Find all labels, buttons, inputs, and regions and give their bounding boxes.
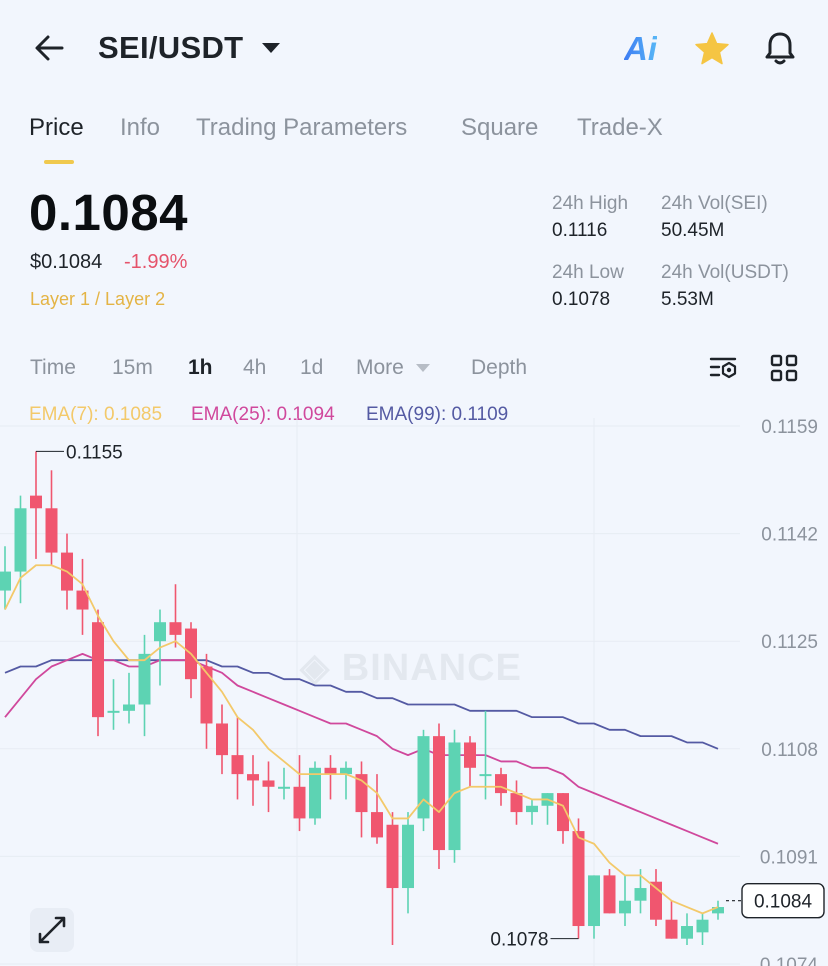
candle-body: [433, 736, 445, 851]
candle-body: [402, 824, 414, 889]
candle-body: [386, 824, 399, 889]
interval-1d[interactable]: 1d: [300, 356, 324, 379]
layout-grid-icon[interactable]: [768, 352, 800, 384]
candle-body: [30, 495, 42, 509]
candle-body: [510, 793, 523, 813]
depth-tab[interactable]: Depth: [471, 356, 528, 379]
candle-body: [92, 622, 104, 718]
last-price-box: [741, 883, 825, 919]
y-axis-tick-label: 0.1108: [761, 740, 818, 761]
candle-body: [309, 767, 321, 819]
candle-body: [448, 742, 461, 851]
candle-body: [495, 774, 507, 794]
binance-watermark: ◈ BINANCE: [300, 647, 522, 689]
tab-trade-x[interactable]: Trade-X: [577, 114, 663, 141]
candle-body: [278, 786, 290, 789]
candle-body: [123, 704, 135, 711]
candle-body: [14, 508, 27, 572]
bell-icon[interactable]: [760, 28, 800, 68]
tab-square[interactable]: Square: [461, 114, 539, 141]
candle-body: [464, 742, 476, 768]
y-axis-tick-label: 0.1125: [761, 632, 818, 653]
vol-quote-label: 24h Vol(USDT): [661, 262, 789, 283]
candle-body: [216, 723, 228, 756]
candle-body: [479, 774, 492, 777]
active-tab-indicator: [44, 160, 74, 164]
low-marker-label: 0.1078: [490, 930, 548, 951]
high-marker-label: 0.1155: [66, 442, 123, 463]
pair-title[interactable]: SEI/USDT: [98, 30, 244, 65]
candle-body: [588, 875, 600, 927]
candle-body: [231, 755, 244, 775]
usd-price: $0.1084: [30, 251, 103, 273]
candle-body: [619, 900, 631, 914]
watermark-text: BINANCE: [341, 647, 522, 689]
candle-body: [169, 622, 182, 635]
candle-body: [557, 793, 569, 832]
candlestick-chart[interactable]: 0.1155 0.1078 0.1084 0.1159 0.1142 0.1125 0.1…: [0, 418, 828, 966]
tab-price[interactable]: Price: [29, 114, 84, 141]
ema7-line: [4, 564, 719, 915]
ai-icon[interactable]: Ai: [624, 30, 657, 68]
category-tag[interactable]: Layer 1 / Layer 2: [30, 289, 166, 309]
interval-1h[interactable]: 1h: [188, 356, 213, 379]
last-price-label: 0.1084: [754, 892, 813, 913]
ema99-legend: EMA(99): 0.1109: [366, 404, 509, 425]
candle-body: [696, 919, 709, 933]
chart-settings-icon[interactable]: [708, 352, 740, 384]
high-value: 0.1116: [552, 220, 608, 241]
y-axis-tick-label: 0.1142: [761, 525, 818, 546]
candle-body: [526, 805, 538, 813]
ema25-legend: EMA(25): 0.1094: [191, 404, 335, 425]
interval-more[interactable]: More: [356, 356, 404, 379]
candle-body: [324, 767, 337, 775]
ema25-line: [4, 652, 719, 845]
vol-base-label: 24h Vol(SEI): [661, 193, 768, 214]
candle-body: [417, 736, 430, 819]
candle-body: [371, 812, 383, 838]
high-label: 24h High: [552, 193, 629, 214]
candle-body: [0, 571, 11, 591]
price-change-percent: -1.99%: [124, 251, 188, 273]
candle-body: [76, 590, 89, 610]
last-price: 0.1084: [29, 184, 188, 241]
candle-body: [293, 786, 306, 819]
candle-body: [200, 666, 213, 724]
candle-body: [634, 888, 647, 901]
more-dropdown-icon[interactable]: [416, 364, 430, 372]
candle-body: [154, 622, 166, 642]
y-axis-tick-label: 0.1159: [761, 418, 818, 438]
pair-dropdown-icon[interactable]: [262, 43, 280, 53]
vol-base-value: 50.45M: [661, 220, 725, 241]
candle-body: [572, 831, 585, 927]
chart-grid: [0, 418, 740, 966]
interval-15m[interactable]: 15m: [112, 356, 153, 379]
y-axis-tick-label: 0.1091: [760, 847, 818, 868]
candle-body: [681, 926, 693, 939]
ai-label: Ai: [624, 30, 657, 67]
tab-info[interactable]: Info: [120, 114, 161, 141]
ema7-legend: EMA(7): 0.1085: [29, 404, 163, 425]
interval-time[interactable]: Time: [30, 356, 76, 379]
tab-trading-parameters[interactable]: Trading Parameters: [196, 114, 408, 141]
expand-chart-icon[interactable]: [30, 908, 74, 952]
candle-body: [262, 780, 275, 787]
candle-body: [45, 508, 58, 553]
candle-body: [247, 774, 259, 781]
low-value: 0.1078: [552, 289, 611, 310]
candle-body: [107, 710, 120, 713]
interval-4h[interactable]: 4h: [243, 356, 267, 379]
candle-body: [712, 907, 724, 914]
favorite-star-icon[interactable]: [693, 30, 731, 68]
vol-quote-value: 5.53M: [661, 289, 714, 310]
back-arrow-icon[interactable]: [30, 28, 70, 68]
candle-body: [665, 919, 678, 939]
low-label: 24h Low: [552, 262, 624, 283]
ema99-line: [4, 659, 719, 750]
candle-body: [340, 767, 352, 775]
y-axis-tick-label: 0.1074: [760, 955, 819, 966]
candle-body: [603, 875, 616, 914]
candle-body: [138, 653, 151, 705]
